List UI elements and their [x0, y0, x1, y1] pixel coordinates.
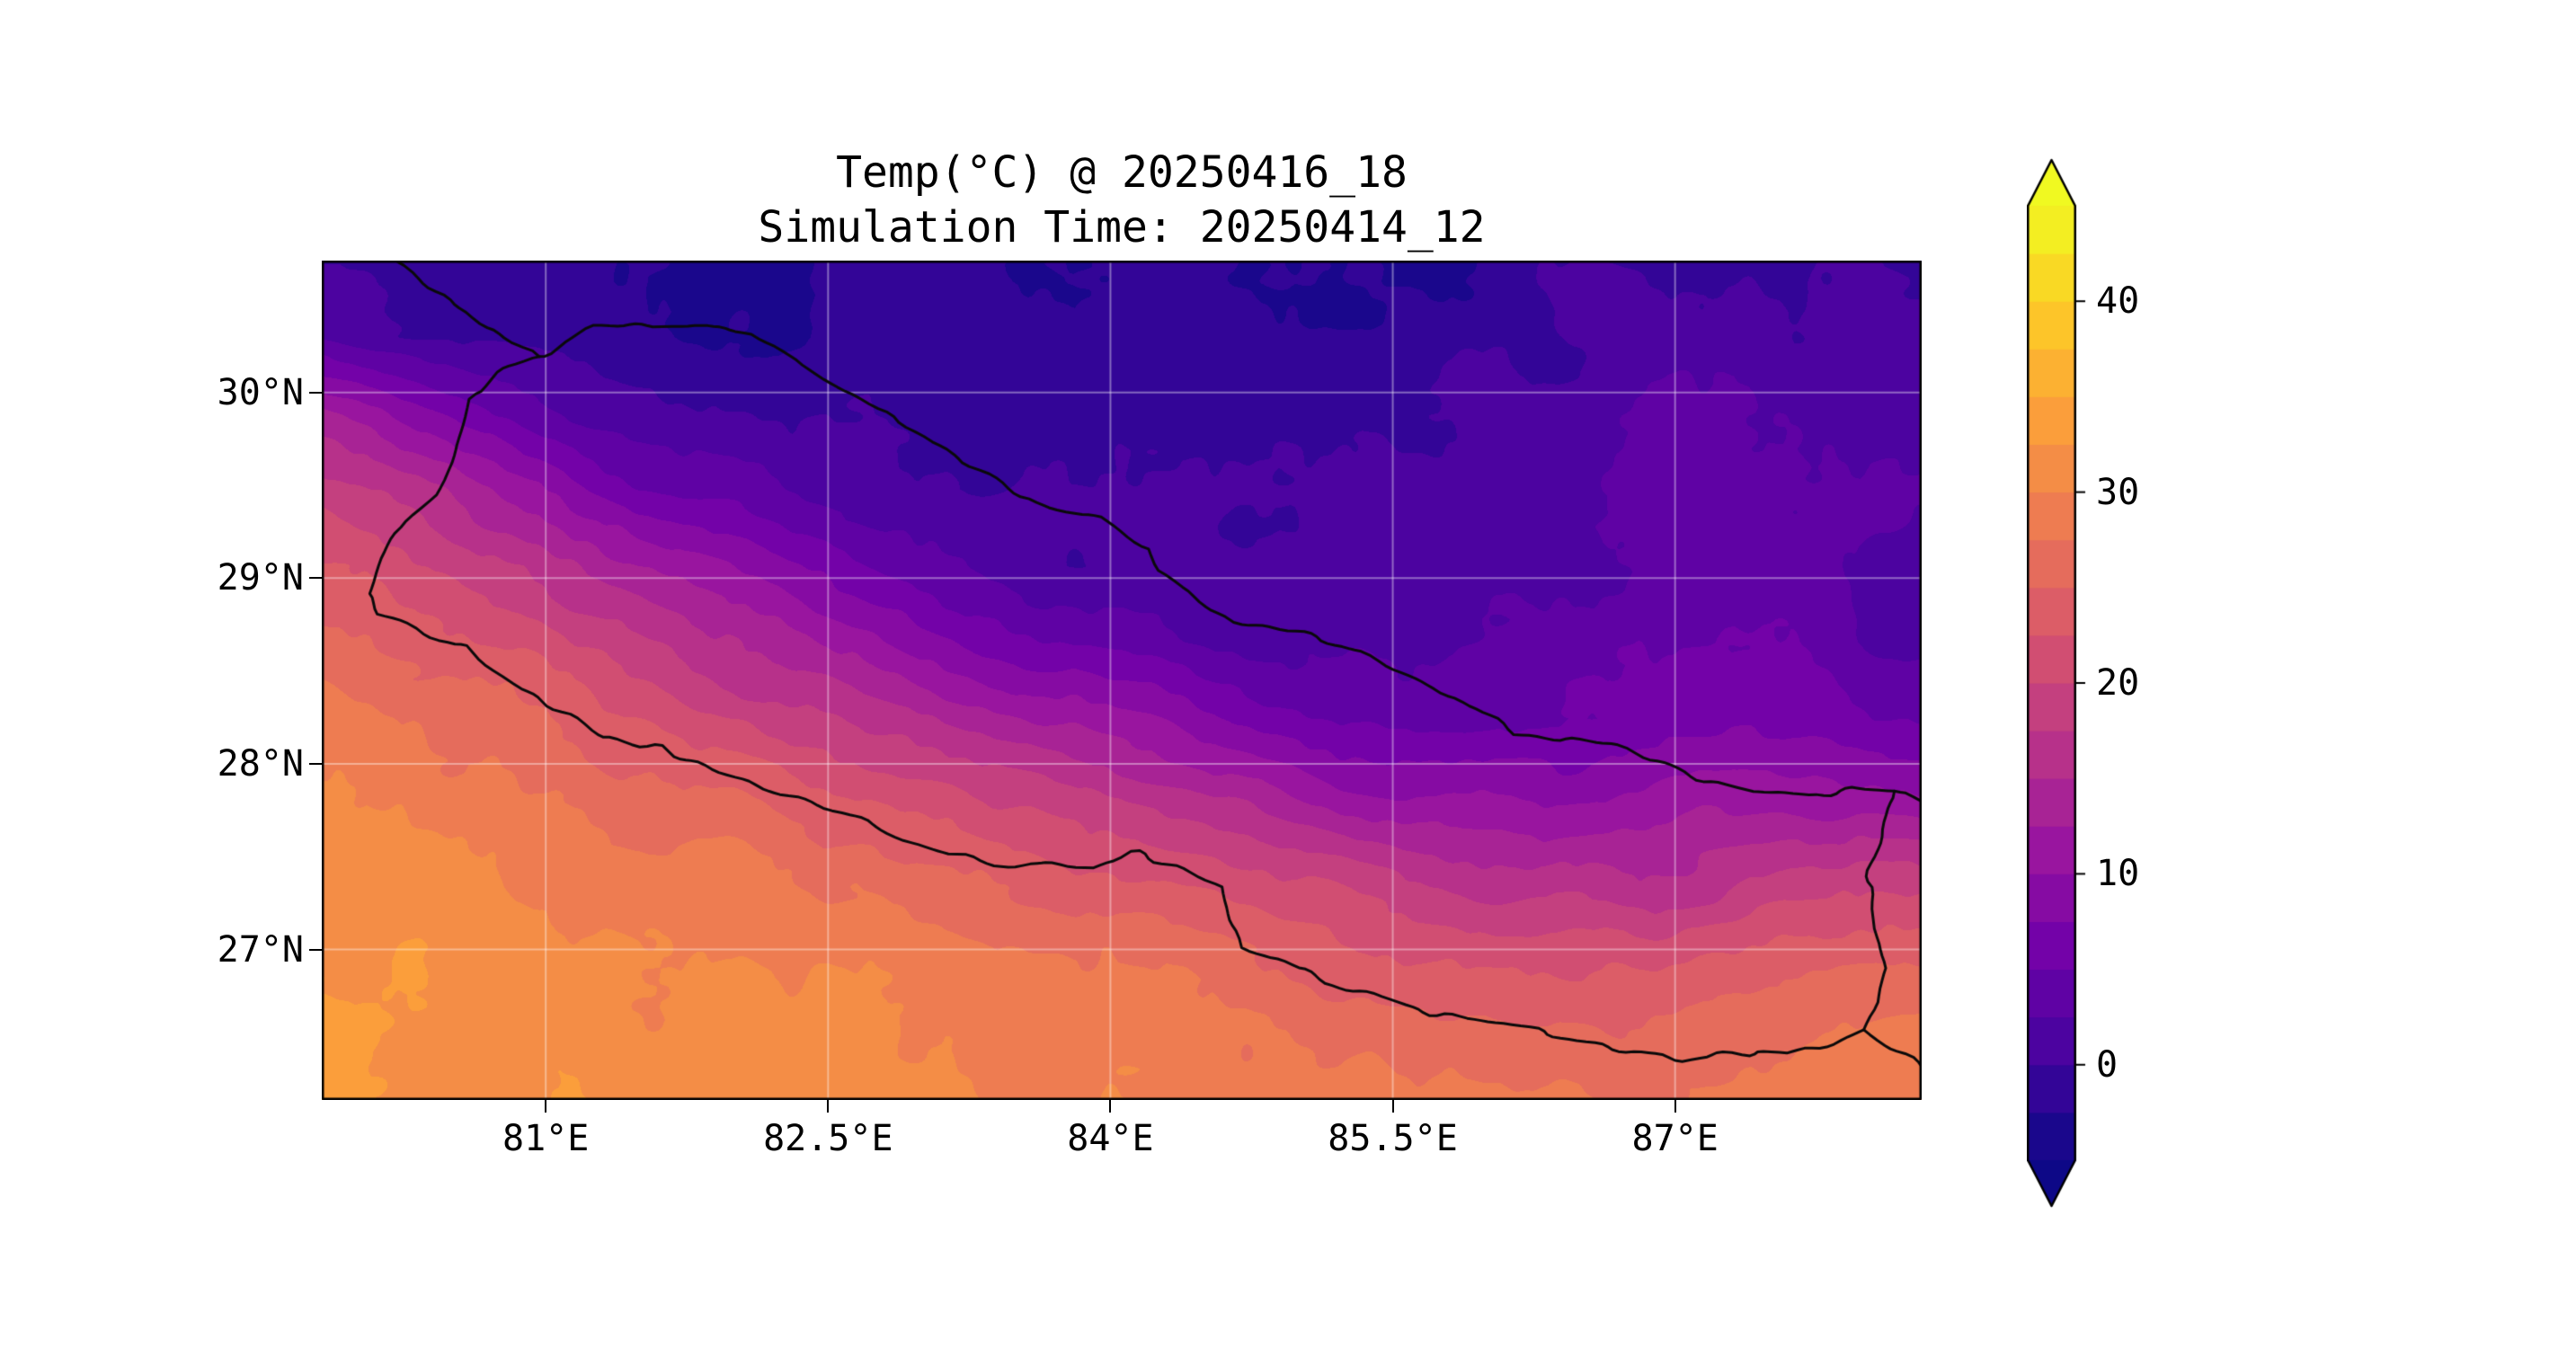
x-axis-tick-label: 85.5°E: [1328, 1118, 1458, 1159]
temperature-contour-map: [322, 261, 1922, 1100]
y-axis-tick: [309, 948, 322, 951]
x-axis-tick-label: 81°E: [502, 1118, 590, 1159]
colorbar-tick-label: 0: [2096, 1043, 2119, 1086]
x-axis-tick-label: 82.5°E: [763, 1118, 893, 1159]
colorbar-tick-label: 40: [2096, 280, 2140, 323]
y-axis-tick-label: 28°N: [217, 742, 304, 785]
colorbar-tick-label: 10: [2096, 853, 2140, 895]
x-axis-tick: [827, 1100, 830, 1113]
y-axis-tick-label: 27°N: [217, 928, 304, 971]
x-axis-tick: [1109, 1100, 1112, 1113]
chart-subtitle: Simulation Time: 20250414_12: [758, 202, 1486, 253]
x-axis-tick: [1674, 1100, 1676, 1113]
y-axis-tick-label: 30°N: [217, 371, 304, 413]
y-axis-tick: [309, 762, 322, 765]
colorbar-tick-label: 20: [2096, 662, 2140, 704]
colorbar: [2027, 155, 2093, 1213]
y-axis-tick: [309, 577, 322, 580]
x-axis-tick: [1391, 1100, 1394, 1113]
y-axis-tick-label: 29°N: [217, 557, 304, 599]
chart-title: Temp(°C) @ 20250416_18: [836, 147, 1408, 198]
x-axis-tick-label: 84°E: [1067, 1118, 1154, 1159]
x-axis-tick: [545, 1100, 547, 1113]
colorbar-tick-label: 30: [2096, 471, 2140, 513]
x-axis-tick-label: 87°E: [1631, 1118, 1719, 1159]
y-axis-tick: [309, 391, 322, 394]
